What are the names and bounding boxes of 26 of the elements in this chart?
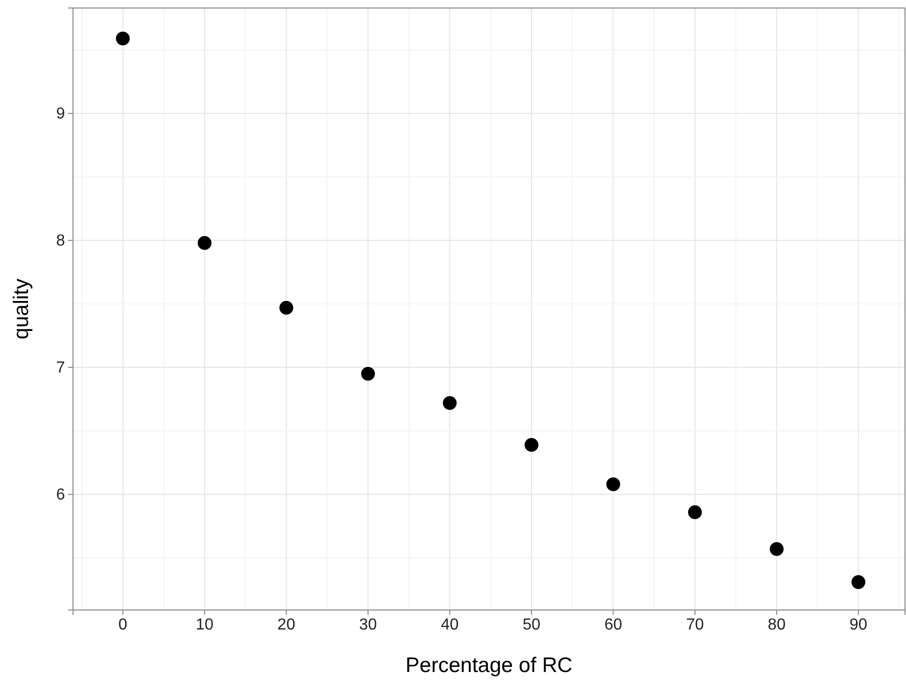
x-tick-label: 60 (604, 616, 622, 634)
y-axis-title: quality (10, 278, 33, 340)
x-tick-label: 20 (277, 616, 296, 634)
point (688, 505, 702, 520)
x-tick-label: 70 (686, 616, 704, 634)
point (852, 575, 866, 589)
y-tick-label: 8 (56, 232, 66, 250)
point (606, 477, 620, 492)
y-tick-label: 6 (56, 486, 66, 504)
point (198, 236, 212, 250)
x-tick-label: 50 (522, 616, 540, 634)
x-tick-label: 30 (359, 616, 378, 634)
x-tick-label: 90 (850, 616, 868, 634)
point (770, 542, 784, 556)
point (442, 396, 457, 410)
x-tick-label: 10 (196, 616, 214, 634)
point (116, 32, 130, 46)
point (361, 366, 375, 381)
x-axis-title: Percentage of RC (406, 654, 572, 677)
y-tick-label: 9 (56, 106, 66, 123)
x-tick-label: 80 (768, 616, 786, 634)
x-tick-label: 40 (440, 616, 459, 634)
point (279, 300, 294, 315)
y-tick-label: 7 (56, 360, 66, 377)
x-tick-label: 0 (118, 616, 128, 634)
point (524, 438, 538, 452)
